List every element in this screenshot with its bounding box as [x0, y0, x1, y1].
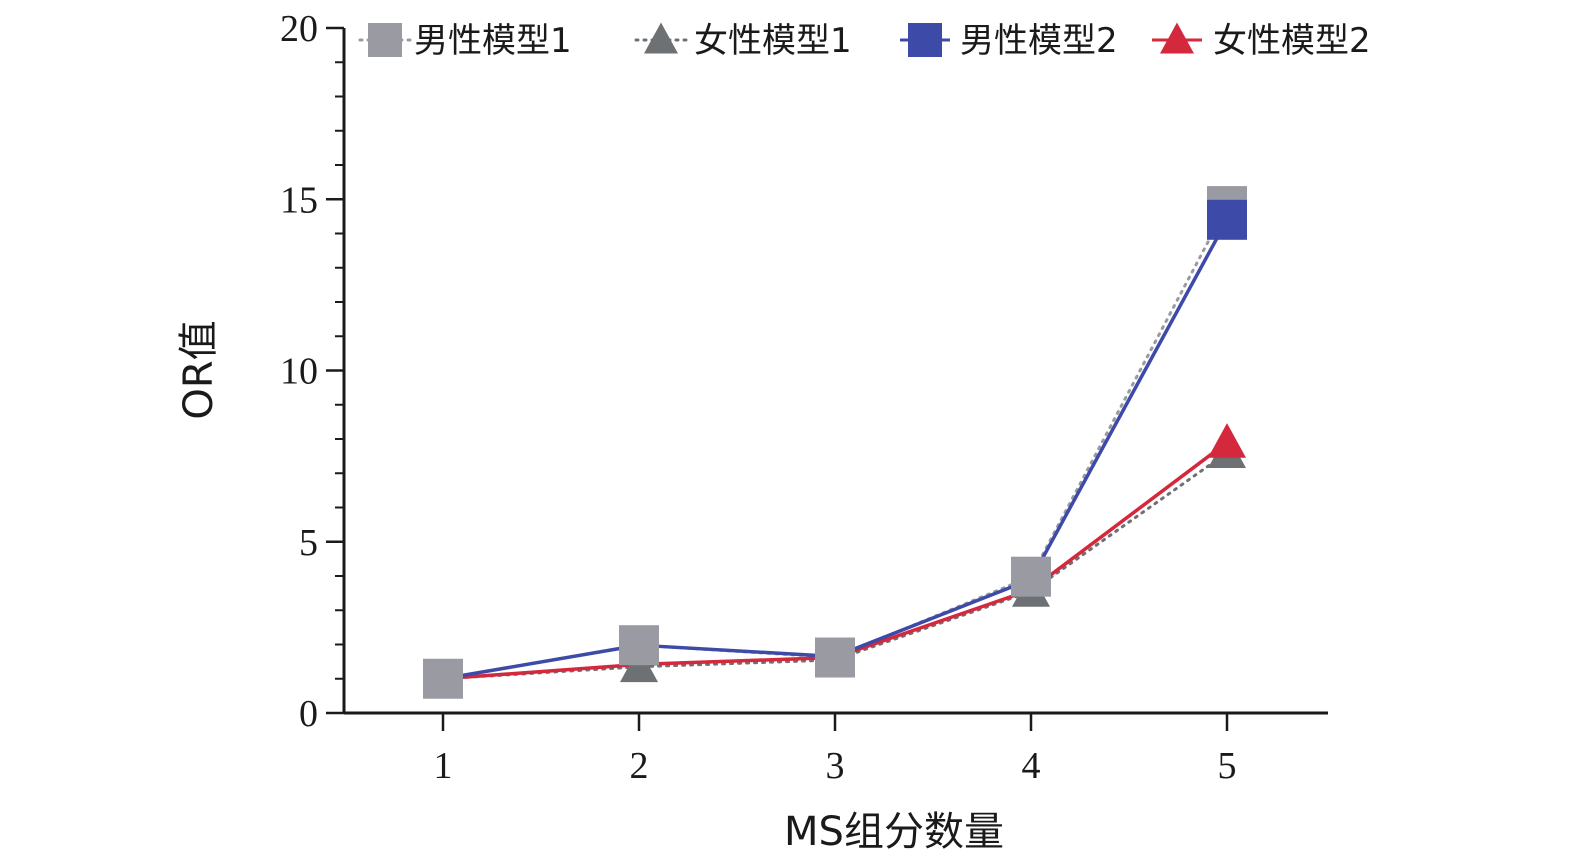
series-layer	[423, 186, 1247, 699]
series-markers	[423, 186, 1247, 699]
series-markers	[1208, 423, 1246, 458]
triangle-marker	[644, 22, 678, 54]
triangle-marker	[1208, 423, 1246, 458]
legend-label: 女性模型1	[694, 21, 852, 61]
legend-item: 男性模型2	[900, 21, 1118, 61]
legend-label: 女性模型2	[1213, 21, 1371, 61]
legend-item: 女性模型2	[1152, 21, 1371, 61]
y-axis-title: OR值	[176, 320, 222, 419]
legend: 男性模型1 女性模型1 男性模型2 女性模型2	[358, 21, 1371, 61]
square-marker	[423, 658, 463, 699]
y-tick-label: 15	[280, 179, 318, 221]
series-line	[441, 204, 1229, 681]
square-marker	[1011, 556, 1051, 597]
series-path	[442, 218, 1229, 681]
x-tick-label: 4	[1022, 745, 1041, 787]
series-path	[441, 204, 1229, 681]
x-axis-title: MS组分数量	[784, 809, 1004, 855]
series-markers	[1207, 199, 1247, 240]
x-ticks: 1 2 3 4 5	[434, 713, 1237, 787]
square-marker	[1207, 199, 1247, 240]
y-tick-label: 5	[299, 522, 318, 564]
square-marker	[815, 637, 855, 678]
legend-label: 男性模型1	[414, 21, 572, 61]
legend-item: 女性模型1	[634, 21, 852, 61]
square-marker	[908, 23, 942, 57]
y-tick-label: 20	[280, 8, 318, 50]
x-tick-label: 3	[826, 745, 845, 787]
square-marker	[619, 625, 659, 666]
square-marker	[368, 23, 402, 57]
legend-label: 男性模型2	[960, 21, 1118, 61]
y-ticks: 0 5 10 15 20	[280, 8, 344, 735]
y-tick-label: 10	[280, 351, 318, 393]
x-tick-label: 2	[630, 745, 649, 787]
legend-item: 男性模型1	[358, 21, 572, 61]
y-tick-label: 0	[299, 693, 318, 735]
series-line	[442, 218, 1229, 681]
x-tick-label: 5	[1218, 745, 1237, 787]
axes	[342, 28, 1328, 715]
triangle-marker	[1160, 22, 1194, 54]
x-tick-label: 1	[434, 745, 453, 787]
